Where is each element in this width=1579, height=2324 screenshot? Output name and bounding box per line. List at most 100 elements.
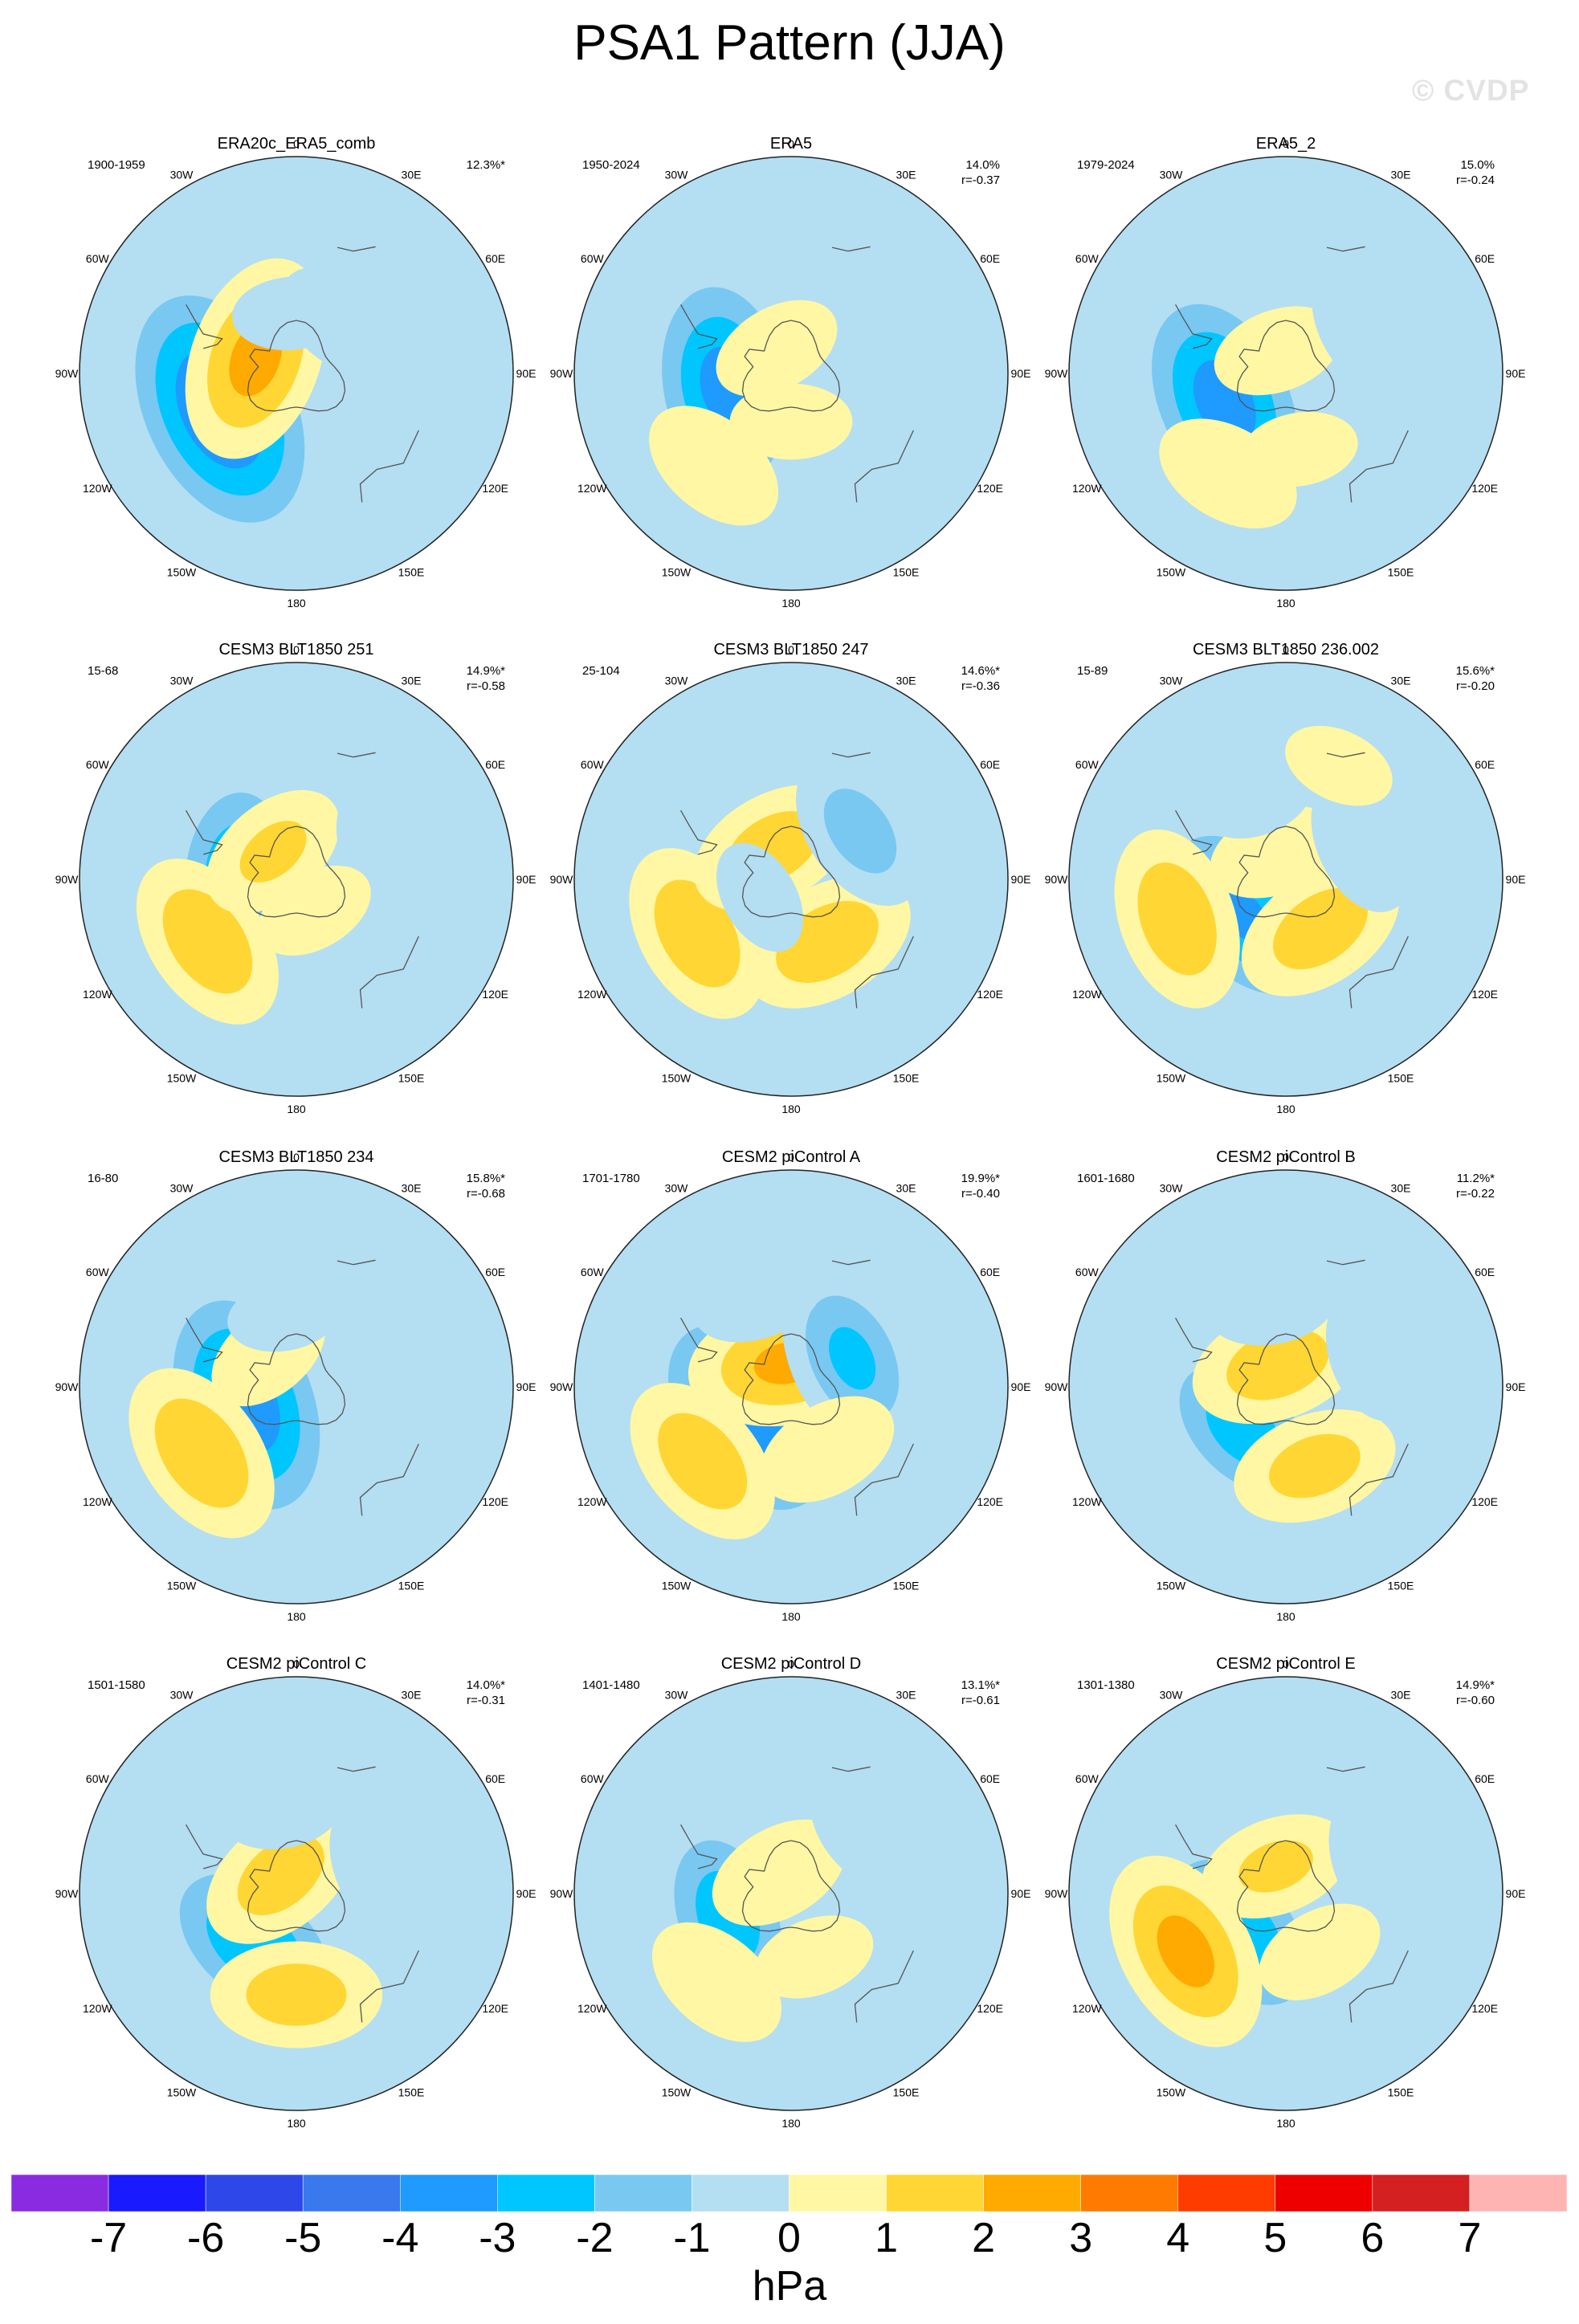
africa-coastline [831,1259,871,1266]
meridian-label: 60W [581,1266,605,1278]
antarctica-coastline [247,826,346,918]
meridian-label: 90W [550,1380,574,1393]
colorbar-tick-label: -4 [381,2215,418,2261]
panel-correlation: r=-0.60 [1456,1694,1495,1707]
meridian-label: 30E [896,674,916,687]
meridian-label: 120W [577,2002,607,2015]
meridian-label: 90W [55,1887,80,1900]
contour-fill [1206,1262,1337,1346]
contour-fill [162,889,253,994]
meridian-label: 30W [665,1181,689,1194]
meridian-label: 30E [402,168,422,181]
australia-coastline [1348,936,1409,1009]
meridian-label: 120W [1072,482,1102,495]
panel-map: 0 30E 60E 90E 120E 150E 180 150W 120W 90W 60W 30W CE… [55,1655,537,2130]
panel-years: 15-68 [88,664,118,678]
panel-map: 0 30E 60E 90E 120E 150E 180 150W 120W 90W 60W 30W CE… [550,641,1031,1115]
antarctica-coastline [741,1840,841,1932]
panel-title: CESM2 piControl E [1216,1655,1355,1673]
meridian-label: 30W [170,168,194,181]
africa-coastline [831,246,871,252]
meridian-label: 90E [516,1887,537,1900]
meridian-label: 60E [1475,1772,1495,1785]
colorbar-tick-label: 2 [972,2215,995,2261]
panel-years: 1900-1959 [88,158,145,172]
meridian-label: 60E [1475,252,1495,265]
contour-fill [1226,1328,1329,1401]
map-border [1068,1169,1504,1604]
meridian-label: 120W [83,482,112,495]
panel-map: 0 30E 60E 90E 120E 150E 180 150W 120W 90W 60W 30W CE… [1045,641,1526,1115]
panel-title: CESM2 piControl A [722,1148,861,1166]
panel-title: CESM2 piControl D [721,1655,862,1673]
panel-years: 1950-2024 [582,158,640,172]
antarctica-coastline [1236,1840,1336,1932]
colorbar-swatch [594,2174,692,2212]
meridian-label: 90E [516,1380,537,1393]
meridian-label: 30W [1160,168,1184,181]
panel-percent: 15.0% [1460,158,1495,172]
south-america-coastline [186,304,223,349]
africa-coastline [1326,752,1365,758]
contour-fill [239,821,307,883]
australia-coastline [1348,430,1409,503]
africa-coastline [831,1766,871,1772]
panel-correlation: r=-0.31 [467,1694,505,1707]
meridian-label: 120W [1072,1495,1102,1508]
meridian-label: 30W [665,168,689,181]
australia-coastline [359,430,419,503]
panel-correlation: r=-0.20 [1456,679,1495,693]
panel-map: 0 30E 60E 90E 120E 150E 180 150W 120W 90W 60W 30W CE… [1045,1655,1526,2130]
meridian-label: 120E [977,1495,1003,1508]
meridian-label: 90E [1011,1380,1031,1393]
panel-title: CESM3 BLT1850 234 [218,1148,373,1166]
panel-percent: 14.0%* [467,1678,506,1692]
meridian-label: 60E [485,758,505,771]
meridian-label: 150W [167,566,197,579]
meridian-label: 150W [1157,1580,1186,1592]
meridian-label: 0 [1283,1657,1289,1670]
cvdp-watermark: © CVDP [1412,74,1530,107]
meridian-label: 60E [1475,1266,1495,1278]
africa-coastline [1326,1766,1365,1772]
meridian-label: 30E [402,1181,422,1194]
africa-coastline [1326,246,1365,252]
meridian-label: 150W [662,1580,692,1592]
map-border [1068,662,1504,1097]
meridian-label: 0 [293,1151,300,1164]
australia-coastline [854,1950,914,2023]
meridian-label: 60W [1075,252,1100,265]
contour-fill [692,1250,824,1343]
panel-correlation: r=-0.37 [961,173,1000,187]
panel-correlation: r=-0.40 [961,1187,1000,1201]
meridian-label: 150E [398,1072,425,1085]
contour-fill [651,1922,781,2042]
meridian-label: 120W [1072,988,1102,1001]
south-america-coastline [680,304,718,349]
meridian-label: 180 [781,597,801,610]
meridian-label: 180 [287,2117,306,2130]
contour-fill [154,1398,249,1508]
meridian-label: 150W [167,2086,197,2099]
australia-coastline [359,936,419,1009]
africa-coastline [337,1259,376,1266]
australia-coastline [359,1950,419,2023]
meridian-label: 150E [893,2086,920,2099]
contour-fill [729,383,853,460]
colorbar-swatch [1275,2174,1373,2212]
map-border [79,1676,514,2111]
colorbar-tick-label: -7 [90,2215,127,2261]
panel-title: CESM3 BLT1850 236.002 [1193,641,1379,658]
south-america-coastline [680,1824,718,1869]
meridian-label: 120E [482,988,508,1001]
africa-coastline [337,1766,376,1772]
meridian-label: 90W [1045,1887,1069,1900]
meridian-label: 120W [577,988,607,1001]
contour-fill [1311,775,1414,912]
panel-correlation: r=-0.36 [961,679,1000,693]
meridian-label: 150E [398,2086,425,2099]
contour-fill [1325,1290,1418,1421]
meridian-label: 150E [1388,566,1414,579]
meridian-label: 120E [482,482,508,495]
contour-fill [716,842,804,952]
